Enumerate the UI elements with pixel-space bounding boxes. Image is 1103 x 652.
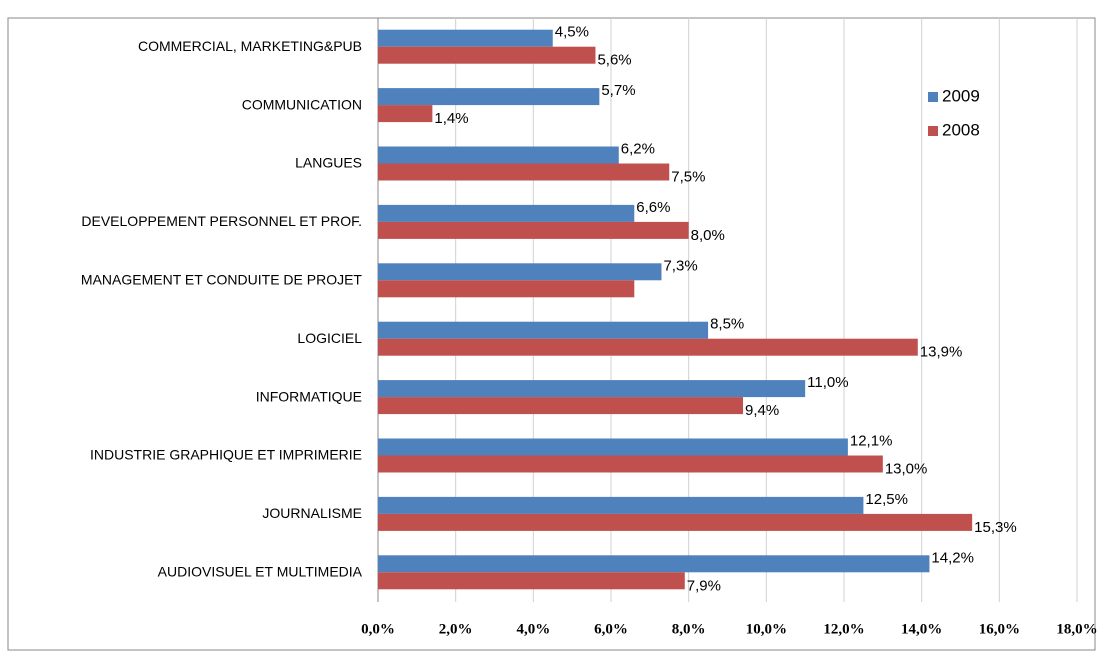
bar bbox=[378, 204, 635, 222]
bar bbox=[378, 513, 973, 531]
legend-label: 2008 bbox=[942, 120, 980, 139]
data-label: 5,7% bbox=[601, 82, 635, 99]
x-tick-label: 6,0% bbox=[594, 621, 628, 637]
y-tick-label: LOGICIEL bbox=[297, 330, 362, 346]
data-label: 1,4% bbox=[434, 110, 468, 127]
bar bbox=[378, 380, 806, 398]
bar bbox=[378, 572, 685, 590]
data-label: 13,0% bbox=[885, 460, 928, 477]
x-tick-label: 4,0% bbox=[516, 621, 550, 637]
data-label: 14,2% bbox=[931, 549, 974, 566]
x-tick-label: 2,0% bbox=[439, 621, 473, 637]
y-tick-label: DEVELOPPEMENT PERSONNEL ET PROF. bbox=[81, 213, 362, 229]
data-label: 6,2% bbox=[621, 140, 655, 157]
data-label: 7,5% bbox=[671, 168, 705, 185]
y-tick-label: COMMUNICATION bbox=[242, 96, 362, 112]
legend-label: 2009 bbox=[942, 86, 980, 105]
bar bbox=[378, 438, 848, 456]
bar bbox=[378, 105, 433, 123]
y-tick-label: AUDIOVISUEL ET MULTIMEDIA bbox=[158, 564, 363, 580]
bar bbox=[378, 163, 670, 181]
bar bbox=[378, 46, 596, 64]
y-tick-label: MANAGEMENT ET CONDUITE DE PROJET bbox=[81, 272, 363, 288]
legend-swatch bbox=[928, 126, 938, 136]
data-label: 12,1% bbox=[850, 432, 893, 449]
x-tick-label: 0,0% bbox=[361, 621, 395, 637]
x-tick-label: 12,0% bbox=[823, 621, 864, 637]
data-label: 15,3% bbox=[974, 519, 1017, 536]
data-label: 9,4% bbox=[745, 402, 779, 419]
bar bbox=[378, 280, 635, 298]
data-label: 6,6% bbox=[636, 199, 670, 216]
data-label: 4,5% bbox=[555, 24, 589, 41]
data-label: 12,5% bbox=[865, 491, 908, 508]
bar bbox=[378, 29, 553, 47]
x-tick-label: 10,0% bbox=[746, 621, 787, 637]
legend-swatch bbox=[928, 92, 938, 102]
data-label: 13,9% bbox=[920, 344, 963, 361]
bar bbox=[378, 146, 619, 164]
data-label: 8,5% bbox=[710, 316, 744, 333]
y-tick-label: INFORMATIQUE bbox=[256, 388, 362, 404]
x-tick-label: 16,0% bbox=[979, 621, 1020, 637]
data-label: 11,0% bbox=[807, 374, 848, 391]
bar bbox=[378, 221, 689, 239]
bar bbox=[378, 263, 662, 281]
data-label: 7,3% bbox=[663, 257, 697, 274]
bar bbox=[378, 88, 600, 106]
bar bbox=[378, 321, 709, 339]
bar bbox=[378, 555, 930, 573]
y-tick-label: JOURNALISME bbox=[262, 505, 362, 521]
bar bbox=[378, 338, 918, 356]
bar bbox=[378, 455, 883, 473]
x-tick-label: 8,0% bbox=[672, 621, 706, 637]
y-tick-label: INDUSTRIE GRAPHIQUE ET IMPRIMERIE bbox=[90, 447, 362, 463]
y-tick-label: LANGUES bbox=[295, 155, 362, 171]
bar bbox=[378, 496, 864, 514]
bar bbox=[378, 397, 744, 415]
data-label: 7,9% bbox=[687, 577, 721, 594]
y-tick-label: COMMERCIAL, MARKETING&PUB bbox=[138, 38, 362, 54]
data-label: 8,0% bbox=[691, 227, 725, 244]
x-tick-label: 14,0% bbox=[901, 621, 942, 637]
x-tick-label: 18,0% bbox=[1056, 621, 1097, 637]
data-label: 5,6% bbox=[597, 52, 631, 69]
